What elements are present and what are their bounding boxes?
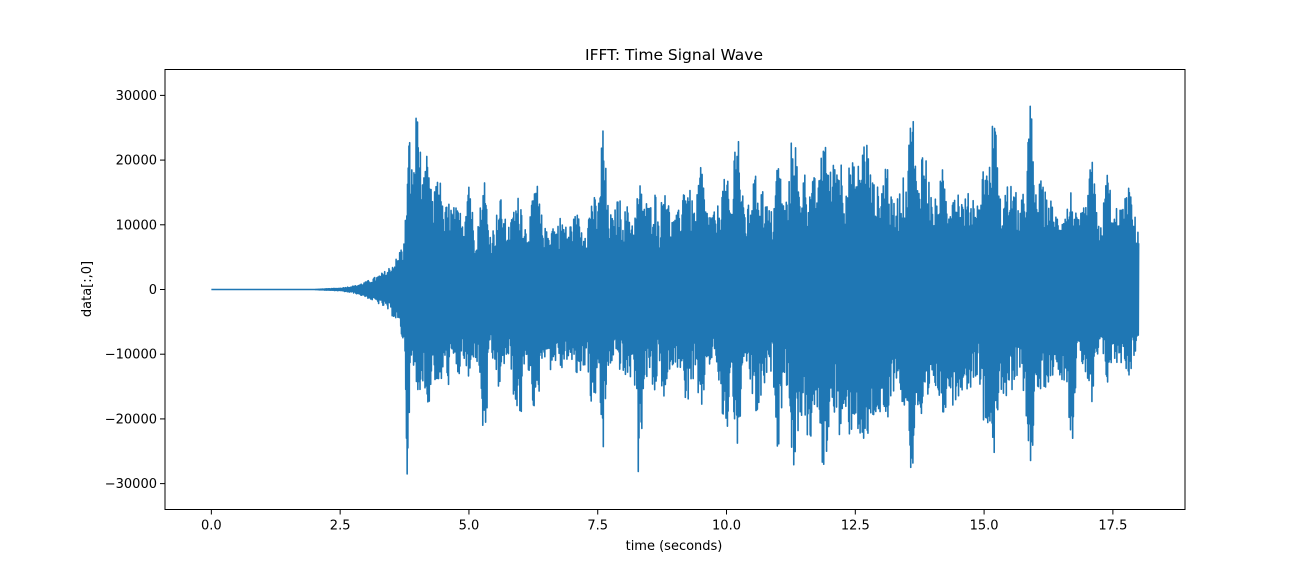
y-tick-label: 10000: [116, 218, 157, 233]
x-tick-label: 15.0: [970, 519, 999, 534]
x-tick-label: 0.0: [201, 519, 222, 534]
chart-title: IFFT: Time Signal Wave: [585, 46, 763, 64]
x-tick-label: 5.0: [459, 519, 480, 534]
y-axis: −30000 −20000 −10000 0 10000 20000 30000: [105, 89, 165, 492]
y-tick-label: 30000: [116, 89, 157, 104]
x-tick-label: 10.0: [712, 519, 741, 534]
signal-series-0: [210, 105, 1140, 475]
x-axis: 0.0 2.5 5.0 7.5 10.0 12.5 15.0 17.5: [201, 509, 1127, 534]
x-axis-label: time (seconds): [626, 539, 723, 554]
x-tick-label: 17.5: [1098, 519, 1127, 534]
x-tick-label: 12.5: [841, 519, 870, 534]
y-axis-label: data[:,0]: [80, 261, 95, 317]
y-tick-label: 0: [149, 283, 157, 298]
y-tick-label: 20000: [116, 154, 157, 169]
x-tick-label: 2.5: [330, 519, 351, 534]
series-layer: [210, 105, 1140, 475]
y-tick-label: −20000: [105, 412, 157, 427]
y-tick-label: −10000: [105, 348, 157, 363]
y-tick-label: −30000: [105, 477, 157, 492]
x-tick-label: 7.5: [587, 519, 608, 534]
